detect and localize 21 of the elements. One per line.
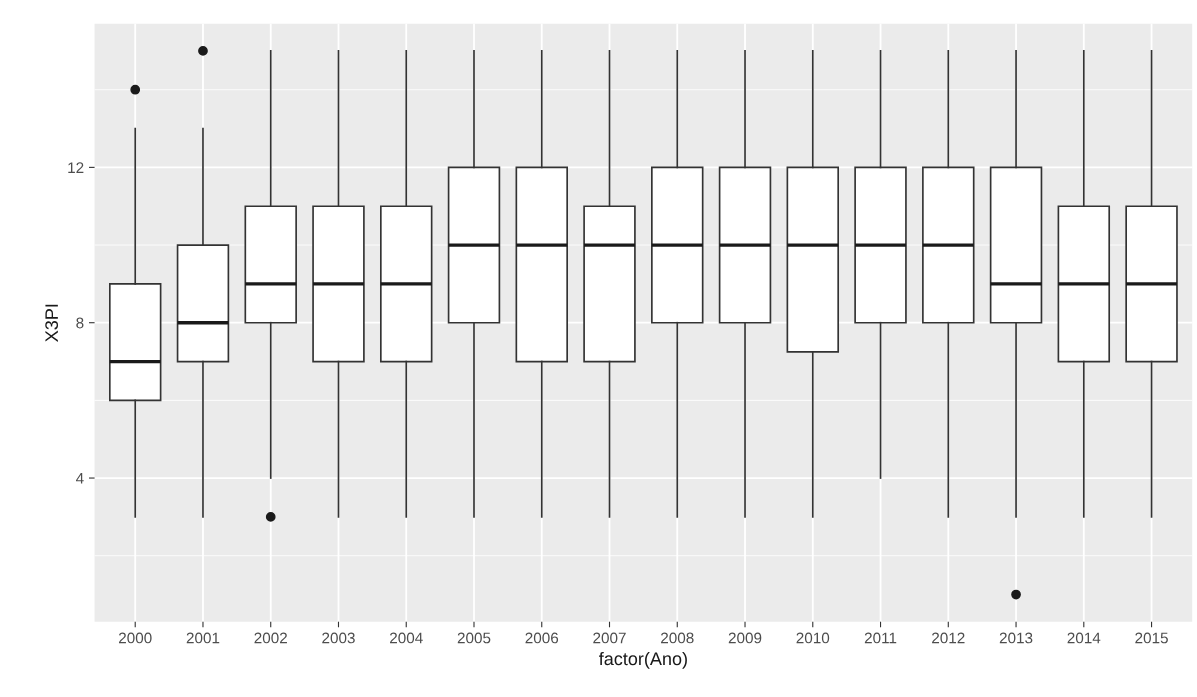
x-tick-label: 2014	[1067, 632, 1101, 644]
x-axis-title: factor(Ano)	[598, 651, 687, 669]
x-tick-label: 2001	[186, 632, 220, 644]
x-tick-label: 2002	[254, 632, 287, 644]
x-tick-label: 2004	[390, 632, 423, 644]
x-tick-label: 2012	[932, 632, 965, 644]
x-tick-label: 2015	[1135, 632, 1168, 644]
y-tick-label: 8	[76, 317, 84, 329]
x-tick-label: 2000	[118, 632, 152, 644]
x-tick-label: 2009	[728, 632, 762, 644]
x-tick-label: 2011	[864, 632, 897, 644]
x-tick-label: 2013	[999, 632, 1033, 644]
x-tick-label: 2003	[322, 632, 355, 644]
y-tick-label: 12	[68, 162, 84, 173]
y-tick-label: 4	[76, 473, 84, 484]
x-tick-label: 2010	[796, 632, 830, 644]
x-tick-label: 2005	[457, 632, 491, 644]
y-axis-title: X3PI	[45, 304, 59, 342]
x-tick-label: 2007	[593, 632, 626, 644]
x-tick-label: 2008	[661, 632, 694, 644]
x-tick-label: 2006	[525, 632, 559, 644]
